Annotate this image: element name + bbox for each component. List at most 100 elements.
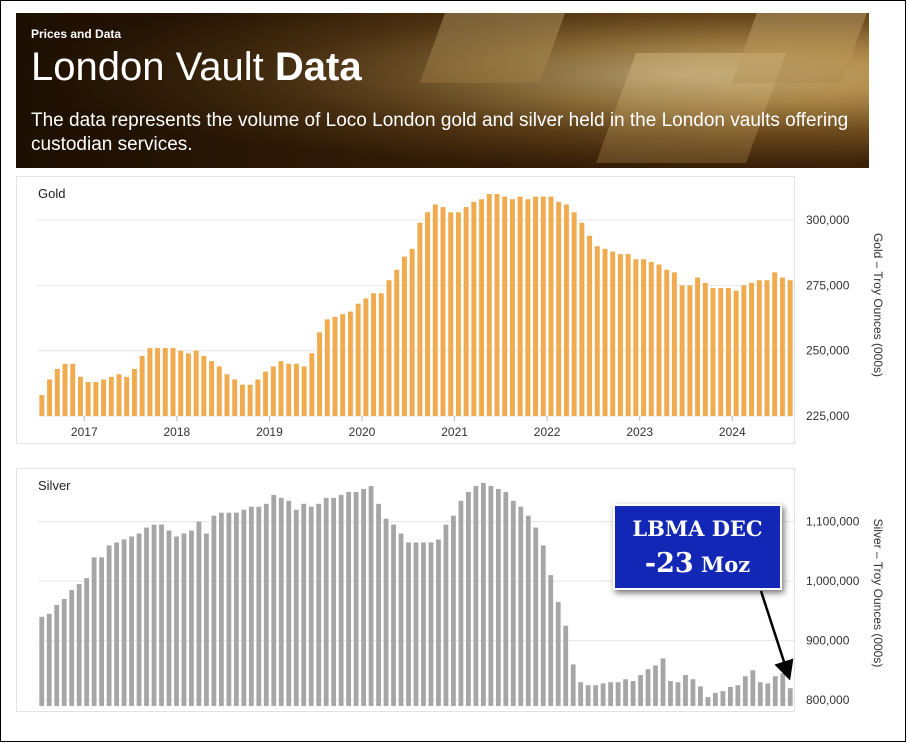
gold-bar-image: [419, 13, 573, 83]
bar: [525, 199, 531, 416]
bar: [772, 272, 778, 416]
bar: [201, 355, 207, 416]
bar: [488, 485, 494, 706]
gold-chart: Gold 225,000 250,000 275,000 300,000 2017 2018…: [16, 176, 885, 444]
bar: [656, 264, 662, 416]
bar: [517, 196, 523, 416]
bar: [204, 533, 209, 706]
bar: [421, 542, 426, 706]
bar: [690, 679, 696, 706]
bar: [218, 512, 224, 706]
bar: [679, 285, 685, 416]
y-axis-label: Gold – Troy Ounces (000s): [871, 233, 885, 377]
x-tick-label: 2023: [626, 425, 653, 439]
bar: [509, 199, 515, 416]
y-tick-label: 225,000: [806, 409, 850, 423]
bar: [241, 509, 247, 706]
bar: [533, 196, 539, 416]
bar: [727, 686, 733, 706]
bar: [413, 542, 419, 706]
bar: [106, 545, 112, 706]
x-tick-label: 2021: [441, 425, 468, 439]
bar: [518, 506, 524, 706]
bar: [162, 348, 168, 416]
header-banner: Prices and Data London Vault Data The da…: [16, 13, 869, 168]
bar: [540, 545, 546, 706]
bar: [742, 676, 748, 706]
bar: [378, 293, 384, 416]
bar: [181, 533, 187, 706]
bar: [383, 518, 389, 706]
y-tick-label: 300,000: [806, 213, 850, 227]
bar: [494, 194, 500, 416]
bar: [247, 384, 253, 416]
y-tick-label: 1,000,000: [806, 574, 860, 588]
bar: [232, 379, 238, 416]
bar: [189, 530, 194, 706]
bar: [787, 280, 793, 416]
bar: [376, 503, 381, 706]
bar: [630, 681, 636, 706]
bar: [371, 293, 377, 416]
bar: [54, 604, 60, 706]
bar: [248, 506, 254, 706]
bar: [486, 194, 492, 416]
bar: [555, 601, 561, 706]
bar: [525, 515, 531, 706]
bar: [309, 353, 315, 416]
bar: [548, 575, 554, 706]
bar: [185, 353, 191, 416]
x-tick-label: 2024: [719, 425, 746, 439]
bar: [286, 500, 292, 706]
bar: [386, 280, 392, 416]
bar: [355, 303, 361, 416]
bar: [263, 371, 269, 416]
bar: [718, 288, 724, 416]
bar: [346, 491, 352, 706]
title-bold: Data: [274, 45, 362, 89]
bar: [361, 488, 366, 706]
bar: [129, 536, 134, 706]
bar: [648, 261, 654, 416]
bar: [440, 207, 446, 416]
bar: [151, 524, 157, 706]
bar: [463, 207, 469, 416]
bar: [224, 374, 230, 416]
bar: [495, 488, 501, 706]
bar: [170, 348, 176, 416]
bar: [136, 533, 142, 706]
bar: [779, 277, 785, 416]
bar: [263, 503, 269, 706]
bar: [54, 368, 60, 416]
bar: [625, 254, 631, 416]
silver-chart: Silver 800,000 900,000 1,000,000 1,100,000 Si…: [16, 468, 885, 712]
bar: [271, 494, 277, 706]
bar: [664, 269, 670, 416]
bar: [293, 509, 299, 706]
callout-unit: Moz: [693, 552, 751, 577]
bar: [209, 361, 215, 416]
bar: [116, 374, 122, 416]
bar: [323, 497, 329, 706]
y-tick-label: 1,100,000: [806, 515, 860, 529]
bar: [270, 366, 276, 416]
title-light: London Vault: [31, 45, 275, 89]
bar: [84, 578, 90, 706]
bar: [85, 382, 91, 416]
bar: [301, 366, 307, 416]
y-tick-label: 900,000: [806, 634, 850, 648]
bar: [155, 348, 161, 416]
bar: [668, 681, 673, 706]
bar: [332, 316, 338, 416]
bar: [432, 204, 438, 416]
bar: [502, 196, 508, 416]
bar: [216, 366, 222, 416]
callout-line2: -23 Moz: [615, 548, 780, 579]
bar: [368, 485, 374, 706]
bar: [428, 542, 434, 706]
bar: [780, 673, 786, 706]
bar: [39, 395, 45, 416]
bar: [347, 311, 353, 416]
bar: [772, 676, 778, 706]
